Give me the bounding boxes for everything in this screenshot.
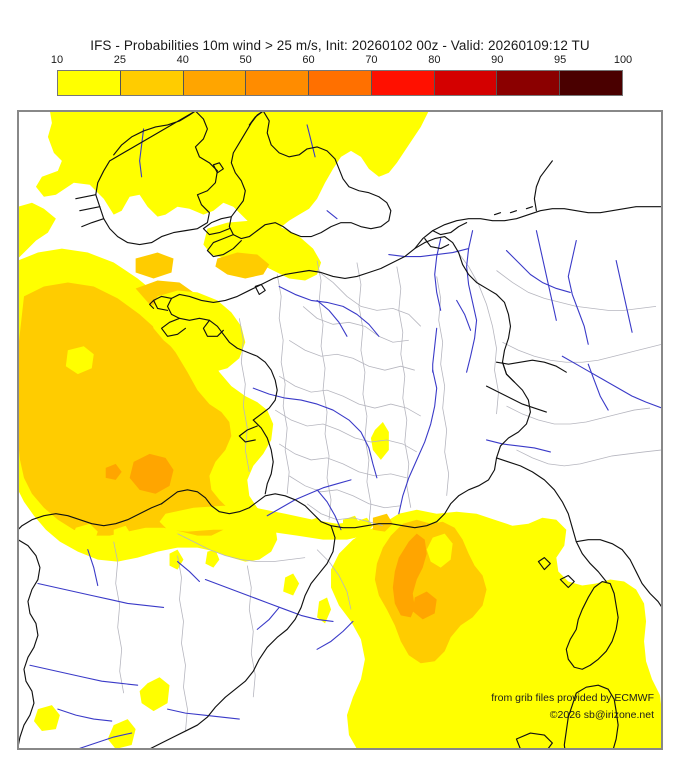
colorbar-band-10-25 xyxy=(58,71,121,95)
page-title: IFS - Probabilities 10m wind > 25 m/s, I… xyxy=(90,38,590,53)
contour-band-25-40-channel-patch-a xyxy=(215,252,270,279)
colorbar-bands xyxy=(57,70,623,96)
contour-band-25-40-languedoc-c xyxy=(372,513,393,532)
border-alps xyxy=(495,359,567,373)
colorbar-legend: 10 25 40 50 60 70 80 90 95 100 xyxy=(51,54,632,96)
contour-band-10-25-ebro-d xyxy=(107,719,136,749)
colorbar-tick-25: 25 xyxy=(113,54,126,66)
contour-hole-biscay-yellow-a xyxy=(65,346,94,375)
probability-contour-field xyxy=(18,111,662,749)
coastline-great-britain xyxy=(228,111,392,240)
map-border-overlay xyxy=(18,111,662,749)
contour-band-25-40-biscay xyxy=(18,282,232,536)
colorbar-band-40-50 xyxy=(183,71,247,95)
contour-band-10-25-ebro-c xyxy=(139,677,170,712)
colorbar-tick-70: 70 xyxy=(365,54,378,66)
contour-band-10-25-celtic-sea xyxy=(18,202,56,259)
contour-hole-gulf-yellow-notch xyxy=(426,533,453,568)
coastline-france xyxy=(160,236,531,529)
coastline-spain-east xyxy=(149,525,336,749)
rivers-layer xyxy=(29,124,662,749)
colorbar-tick-100: 100 xyxy=(613,54,633,66)
colorbar-tick-10: 10 xyxy=(50,54,64,66)
colorbar-band-95-100 xyxy=(560,71,623,95)
colorbar-band-50-60 xyxy=(246,71,310,95)
colorbar-band-70-80 xyxy=(371,71,435,95)
admin-borders-layer xyxy=(113,250,662,732)
contour-band-40-50-biscay-spot-b xyxy=(105,463,122,480)
coastline-corsica xyxy=(565,580,619,670)
contour-band-10-25-ebro-e xyxy=(33,705,60,732)
coastline-italy-nw xyxy=(495,457,607,583)
coastline-iberia xyxy=(18,503,163,531)
contour-band-40-50-gulf-of-lion-max xyxy=(392,533,427,618)
contour-band-10-25-ebro-a xyxy=(283,573,300,596)
map-canvas[interactable]: from grib files provided by ECMWF ©2026 … xyxy=(17,110,663,750)
contour-band-10-25-spain-spot-c xyxy=(169,549,184,570)
contour-band-10-25-east-sardinia xyxy=(610,721,638,749)
coastline-lowlands xyxy=(414,206,662,250)
contour-band-10-25-menorca xyxy=(572,629,589,648)
colorbar-band-25-40 xyxy=(120,71,184,95)
contour-band-10-25-west-sardinia xyxy=(518,709,543,749)
contour-band-10-25-atlantic xyxy=(18,111,429,235)
colorbar-tick-60: 60 xyxy=(302,54,315,66)
contour-band-25-40-channel-patch-b xyxy=(135,252,174,279)
contour-band-10-25-gulf-of-lion xyxy=(331,509,662,749)
coastline-ireland xyxy=(95,111,218,246)
contour-band-10-25-brittany xyxy=(149,290,246,373)
colorbar-band-90-95 xyxy=(497,71,561,95)
colorbar-tick-labels: 10 25 40 50 60 70 80 90 95 100 xyxy=(51,54,632,70)
contour-band-40-50-biscay-max xyxy=(129,453,174,494)
contour-band-10-25-languedoc-a xyxy=(305,517,324,538)
colorbar-tick-90: 90 xyxy=(491,54,504,66)
coastline-sardinia xyxy=(563,684,619,749)
weather-map-svg xyxy=(18,111,662,749)
colorbar-tick-40: 40 xyxy=(176,54,189,66)
colorbar-tick-50: 50 xyxy=(239,54,252,66)
colorbar-band-80-90 xyxy=(434,71,498,95)
contour-band-10-25-languedoc-b xyxy=(342,515,361,534)
contour-band-10-25-channel xyxy=(203,220,322,281)
coastline-brittany xyxy=(166,273,286,421)
contour-band-10-25-ebro-b xyxy=(317,597,332,624)
contour-band-10-25-spain-spot-b xyxy=(113,525,132,546)
contour-band-40-50-gulf-core-b xyxy=(412,591,437,620)
colorbar-tick-95: 95 xyxy=(553,54,567,66)
coastline-menorca xyxy=(515,732,553,749)
coastlines-layer xyxy=(18,111,662,749)
colorbar-tick-80: 80 xyxy=(428,54,441,66)
contour-band-10-25-spain-spot-d xyxy=(205,549,220,568)
contour-band-10-25-spain-spot-a xyxy=(71,523,98,546)
colorbar-band-60-70 xyxy=(309,71,372,95)
